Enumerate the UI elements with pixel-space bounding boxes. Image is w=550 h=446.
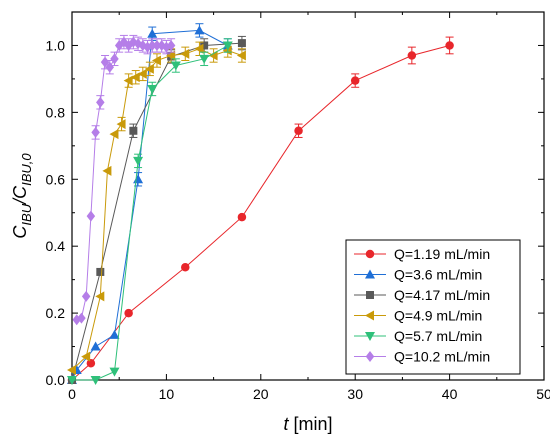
x-tick-label: 30 [347,386,363,402]
data-point [81,351,91,362]
data-point [237,212,247,222]
data-point [95,291,105,302]
data-point [294,126,303,136]
y-tick-label: 0.8 [46,104,66,120]
data-point [180,48,190,59]
y-axis-title-c1: C [10,225,30,239]
y-axis-title-c2: /C [10,185,30,206]
axes: 0 10 20 30 40 50 0.0 0.2 0.4 0.6 0.8 1.0 [46,12,550,402]
x-tick-label: 40 [442,386,458,402]
data-point [151,55,161,66]
data-point [109,129,119,140]
series-5 [67,38,233,385]
legend-marker [365,310,374,321]
data-point [194,43,204,54]
data-point [102,165,112,176]
y-tick-label: 0.2 [46,305,66,321]
data-point [67,364,76,375]
data-point [133,156,144,166]
legend-label: Q=5.7 mL/min [394,328,482,344]
data-point [96,96,105,108]
y-tick-label: 0.0 [46,372,66,388]
legend-marker [365,332,375,341]
data-point [96,267,105,276]
data-point [86,210,96,222]
series-layer [67,23,454,385]
data-point [166,50,176,61]
data-point [110,53,119,65]
y-axis-title-sub2: IBU,0 [19,153,34,186]
y-axis-title: CIBU/CIBU,0 [10,153,34,239]
legend-label: Q=1.19 mL/min [394,246,490,262]
y-tick-label: 0.4 [46,238,66,254]
data-point [130,72,140,83]
legend-marker [366,291,374,299]
legend-entry-5: Q=5.7 mL/min [354,328,482,344]
data-point [147,39,157,51]
data-point [124,308,133,318]
series-line [71,29,229,381]
data-point [109,329,120,339]
legend-box [345,239,521,375]
legend-entry-6: Q=10.2 mL/min [354,349,490,365]
data-point [445,41,454,50]
legend-label: Q=4.9 mL/min [394,308,482,324]
data-point [137,68,147,79]
data-point [194,25,205,35]
data-point [90,376,101,385]
data-point [407,51,417,60]
data-point [105,61,115,73]
x-tick-label: 0 [68,386,76,402]
data-point [90,341,101,351]
data-point [236,50,246,61]
data-point [123,75,133,86]
data-point [91,126,100,138]
data-point [170,61,181,71]
data-point [109,367,120,377]
data-point [152,39,162,51]
data-point [166,39,176,51]
data-point [237,39,246,48]
legend-label: Q=10.2 mL/min [394,349,490,365]
legend-entry-2: Q=3.6 mL/min [354,267,482,283]
legend: Q=1.19 mL/min Q=3.6 mL/min Q=4.17 mL/min Q=… [345,239,521,375]
data-point [86,359,96,368]
x-axis-title-unit: [min] [289,414,333,434]
legend-marker [365,249,375,259]
data-point [81,290,91,302]
y-tick-label: 1.0 [46,37,66,53]
x-axis-title: t [min] [283,414,332,434]
data-point [100,56,110,68]
legend-label: Q=3.6 mL/min [394,267,482,283]
x-tick-label: 20 [253,386,269,402]
data-point [77,312,86,324]
data-point [116,119,126,130]
x-tick-label: 10 [159,386,175,402]
series-6 [72,34,176,326]
data-point [200,41,209,50]
legend-entry-3: Q=4.17 mL/min [354,287,490,303]
legend-label: Q=4.17 mL/min [394,287,490,303]
y-tick-label: 0.6 [46,171,66,187]
legend-entry-1: Q=1.19 mL/min [354,246,490,262]
x-axis-title-symbol: t [283,414,289,434]
data-point [147,28,158,38]
legend-entry-4: Q=4.9 mL/min [354,308,482,324]
data-point [144,63,154,74]
legend-marker [365,351,375,362]
data-point [199,54,210,64]
y-axis-title-sub1: IBU [19,203,34,225]
x-tick-label: 50 [536,386,550,402]
legend-marker [365,269,375,279]
data-point [147,84,158,94]
data-point [350,76,360,85]
data-point [222,41,233,51]
data-point [67,376,77,385]
data-point [129,126,138,135]
data-point [181,263,190,272]
